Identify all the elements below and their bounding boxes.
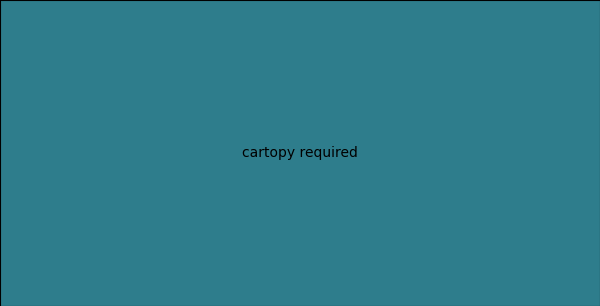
Text: cartopy required: cartopy required <box>242 146 358 160</box>
